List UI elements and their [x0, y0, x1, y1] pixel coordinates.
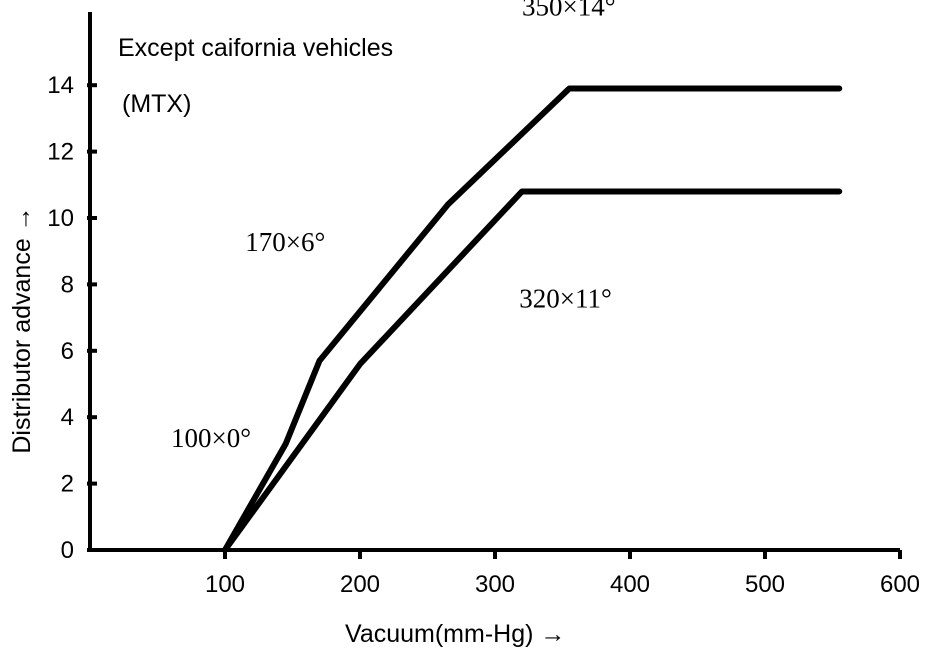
- x-tick-label: 200: [340, 571, 380, 598]
- x-tick-label: 600: [880, 571, 920, 598]
- y-tick-label: 2: [61, 471, 74, 498]
- annotations: 100×0° 170×6° 320×11° 350×14°: [171, 0, 616, 453]
- x-tick-label: 300: [475, 571, 515, 598]
- note-line-2: (MTX): [122, 90, 191, 118]
- y-tick-label: 8: [61, 271, 74, 298]
- x-tick-label: 100: [205, 571, 245, 598]
- annotation-label: 350×14°: [522, 0, 616, 21]
- series-line-1: [222, 85, 843, 553]
- note-line-1: Except caifornia vehicles: [118, 34, 393, 62]
- y-tick-label: 6: [61, 338, 74, 365]
- x-axis-label: Vacuum(mm-Hg) →: [345, 620, 565, 648]
- series-group: [222, 85, 843, 553]
- y-tick-label: 0: [61, 537, 74, 564]
- x-tick-label: 500: [745, 571, 785, 598]
- y-tick-label: 12: [47, 139, 74, 166]
- annotation-label: 100×0°: [171, 423, 251, 453]
- x-tick-label: 400: [610, 571, 650, 598]
- series-line-2: [222, 188, 843, 553]
- y-tick-label: 10: [47, 205, 74, 232]
- y-axis-label: Distributor advance →: [8, 206, 36, 453]
- y-tick-label: 4: [61, 404, 74, 431]
- y-tick-label: 14: [47, 72, 74, 99]
- annotation-label: 170×6°: [245, 227, 325, 257]
- annotation-label: 320×11°: [519, 284, 612, 314]
